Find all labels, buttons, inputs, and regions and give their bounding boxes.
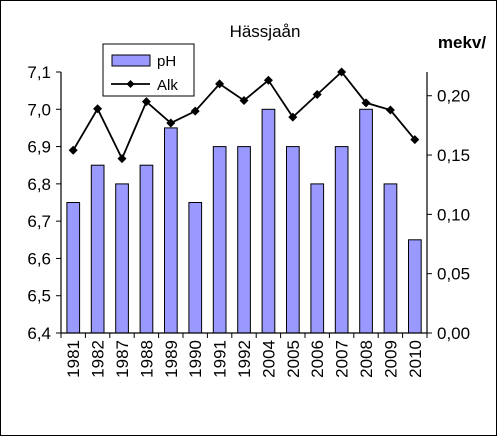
left-tick-label: 6,7 — [27, 212, 51, 231]
alk-point-1990 — [190, 106, 200, 116]
x-tick-label: 1992 — [235, 340, 254, 378]
x-tick-label: 1982 — [89, 340, 108, 378]
x-tick-label: 1989 — [162, 340, 181, 378]
legend-diamond-marker — [126, 80, 135, 88]
chart-title: Hässjaån — [230, 22, 301, 41]
left-tick-label: 7,0 — [27, 100, 51, 119]
left-tick-label: 6,9 — [27, 138, 51, 157]
legend: pH Alk — [102, 43, 195, 97]
left-tick-label: 6,4 — [27, 324, 51, 343]
right-tick-label: 0,15 — [437, 146, 470, 165]
x-tick-label: 2009 — [381, 340, 400, 378]
alk-point-2005 — [288, 112, 298, 122]
bar-2010 — [408, 239, 422, 334]
alk-point-1989 — [166, 118, 176, 128]
right-tick-label: 0,20 — [437, 87, 470, 106]
alk-point-2009 — [385, 105, 395, 115]
legend-bar-swatch — [111, 54, 151, 67]
bar-2009 — [383, 183, 398, 334]
x-tick-label: 2004 — [259, 340, 278, 378]
bar-1987 — [115, 183, 129, 334]
x-tick-label: 1987 — [113, 340, 132, 378]
alk-point-1988 — [141, 97, 151, 107]
x-tick-label: 2006 — [308, 340, 327, 378]
bar-1988 — [139, 164, 154, 334]
left-tick-label: 6,5 — [27, 287, 51, 306]
left-tick-label: 6,8 — [27, 175, 51, 194]
alk-point-2004 — [263, 75, 273, 85]
bar-2008 — [359, 108, 373, 334]
right-tick-label: 0,10 — [437, 205, 470, 224]
right-axis-label: mekv/ — [438, 33, 486, 52]
x-tick-label: 2005 — [284, 340, 303, 378]
alk-point-1981 — [68, 145, 78, 155]
bar-1982 — [90, 164, 105, 334]
bar-1989 — [164, 127, 178, 334]
line-series — [68, 67, 420, 164]
bar-1992 — [237, 146, 251, 334]
legend-label-ph: pH — [157, 53, 176, 70]
x-tick-label: 1991 — [211, 340, 230, 378]
alk-point-1992 — [239, 95, 249, 105]
bar-1981 — [66, 202, 81, 334]
right-tick-label: 0,00 — [437, 324, 470, 343]
legend-box — [102, 43, 195, 97]
x-tick-label: 2010 — [406, 340, 425, 378]
alk-point-1982 — [93, 104, 103, 114]
x-tick-label: 1981 — [64, 340, 83, 378]
left-tick-label: 7,1 — [27, 63, 51, 82]
bar-2004 — [261, 108, 276, 334]
alk-point-2007 — [337, 67, 347, 77]
x-tick-label: 2007 — [333, 340, 352, 378]
bar-series — [66, 108, 422, 334]
x-tick-label: 1988 — [137, 340, 156, 378]
bar-2007 — [334, 146, 349, 334]
alk-point-2008 — [361, 98, 371, 108]
alk-point-1987 — [117, 154, 127, 164]
alk-point-2006 — [312, 90, 322, 100]
axes — [60, 72, 428, 334]
bar-2005 — [286, 146, 300, 334]
alk-point-2010 — [410, 135, 420, 145]
right-tick-label: 0,05 — [437, 265, 470, 284]
x-tick-label: 1990 — [186, 340, 205, 378]
bar-1990 — [188, 202, 203, 334]
bar-1991 — [212, 146, 227, 334]
bar-2006 — [310, 183, 325, 334]
alk-point-1991 — [215, 79, 225, 89]
legend-label-alk: Alk — [157, 77, 178, 94]
x-tick-label: 2008 — [357, 340, 376, 378]
left-tick-label: 6,6 — [27, 249, 51, 268]
